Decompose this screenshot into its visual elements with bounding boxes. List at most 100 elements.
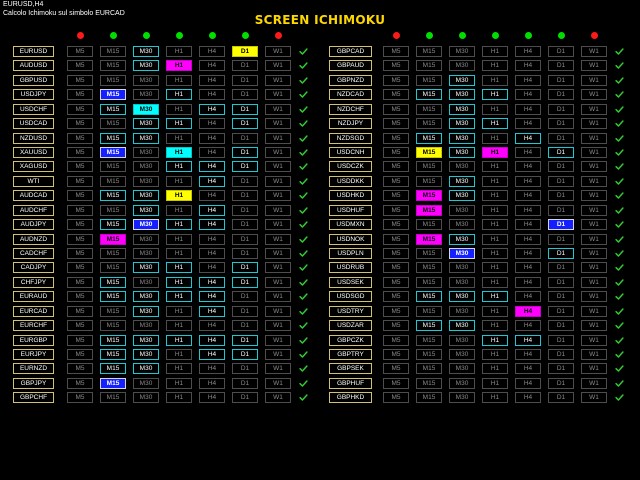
timeframe-cell-h4[interactable]: H4 <box>515 190 541 201</box>
timeframe-cell-m5[interactable]: M5 <box>67 262 93 273</box>
timeframe-cell-h4[interactable]: H4 <box>199 291 225 302</box>
timeframe-cell-d1[interactable]: D1 <box>548 176 574 187</box>
timeframe-cell-h1[interactable]: H1 <box>166 219 192 230</box>
timeframe-cell-h1[interactable]: H1 <box>482 161 508 172</box>
timeframe-cell-h4[interactable]: H4 <box>199 60 225 71</box>
timeframe-cell-m15[interactable]: M15 <box>416 277 442 288</box>
timeframe-cell-m30[interactable]: M30 <box>449 234 475 245</box>
symbol-button-gbpczk[interactable]: GBPCZK <box>329 335 372 346</box>
symbol-button-audjpy[interactable]: AUDJPY <box>13 219 54 230</box>
timeframe-cell-w1[interactable]: W1 <box>265 277 291 288</box>
timeframe-cell-m30[interactable]: M30 <box>449 205 475 216</box>
timeframe-cell-d1[interactable]: D1 <box>232 234 258 245</box>
timeframe-cell-m30[interactable]: M30 <box>449 133 475 144</box>
timeframe-cell-m30[interactable]: M30 <box>449 75 475 86</box>
symbol-button-usdchf[interactable]: USDCHF <box>13 104 54 115</box>
timeframe-cell-w1[interactable]: W1 <box>581 248 607 259</box>
timeframe-cell-m30[interactable]: M30 <box>449 176 475 187</box>
symbol-button-nzdchf[interactable]: NZDCHF <box>329 104 372 115</box>
symbol-button-usdcad[interactable]: USDCAD <box>13 118 54 129</box>
timeframe-cell-d1[interactable]: D1 <box>548 306 574 317</box>
timeframe-cell-w1[interactable]: W1 <box>265 147 291 158</box>
timeframe-cell-h4[interactable]: H4 <box>199 248 225 259</box>
timeframe-cell-h1[interactable]: H1 <box>482 118 508 129</box>
timeframe-cell-w1[interactable]: W1 <box>581 60 607 71</box>
timeframe-cell-w1[interactable]: W1 <box>581 392 607 403</box>
symbol-button-gbpusd[interactable]: GBPUSD <box>13 75 54 86</box>
timeframe-cell-m5[interactable]: M5 <box>383 60 409 71</box>
symbol-button-audnzd[interactable]: AUDNZD <box>13 234 54 245</box>
timeframe-cell-d1[interactable]: D1 <box>548 378 574 389</box>
timeframe-cell-m30[interactable]: M30 <box>449 262 475 273</box>
timeframe-cell-h4[interactable]: H4 <box>515 161 541 172</box>
timeframe-cell-m15[interactable]: M15 <box>100 118 126 129</box>
timeframe-cell-m15[interactable]: M15 <box>100 104 126 115</box>
timeframe-cell-m5[interactable]: M5 <box>383 161 409 172</box>
timeframe-cell-m5[interactable]: M5 <box>67 161 93 172</box>
timeframe-cell-m30[interactable]: M30 <box>449 104 475 115</box>
timeframe-cell-d1[interactable]: D1 <box>548 392 574 403</box>
timeframe-cell-m5[interactable]: M5 <box>383 118 409 129</box>
timeframe-cell-m15[interactable]: M15 <box>416 320 442 331</box>
timeframe-cell-m30[interactable]: M30 <box>449 118 475 129</box>
timeframe-cell-h4[interactable]: H4 <box>515 89 541 100</box>
timeframe-cell-h4[interactable]: H4 <box>199 46 225 57</box>
timeframe-cell-m30[interactable]: M30 <box>133 248 159 259</box>
timeframe-cell-h1[interactable]: H1 <box>166 60 192 71</box>
timeframe-cell-w1[interactable]: W1 <box>265 46 291 57</box>
symbol-button-usdrub[interactable]: USDRUB <box>329 262 372 273</box>
timeframe-cell-h1[interactable]: H1 <box>482 378 508 389</box>
timeframe-cell-h1[interactable]: H1 <box>482 262 508 273</box>
symbol-button-nzdsgd[interactable]: NZDSGD <box>329 133 372 144</box>
timeframe-cell-d1[interactable]: D1 <box>232 60 258 71</box>
timeframe-cell-w1[interactable]: W1 <box>581 234 607 245</box>
timeframe-cell-m5[interactable]: M5 <box>383 133 409 144</box>
timeframe-cell-h4[interactable]: H4 <box>515 176 541 187</box>
timeframe-cell-w1[interactable]: W1 <box>581 277 607 288</box>
timeframe-cell-m30[interactable]: M30 <box>133 378 159 389</box>
timeframe-cell-m30[interactable]: M30 <box>449 320 475 331</box>
timeframe-cell-d1[interactable]: D1 <box>548 277 574 288</box>
symbol-button-gbpnzd[interactable]: GBPNZD <box>329 75 372 86</box>
timeframe-cell-m5[interactable]: M5 <box>383 378 409 389</box>
timeframe-cell-h4[interactable]: H4 <box>199 219 225 230</box>
timeframe-cell-m15[interactable]: M15 <box>416 147 442 158</box>
symbol-button-nzdjpy[interactable]: NZDJPY <box>329 118 372 129</box>
timeframe-cell-m5[interactable]: M5 <box>383 89 409 100</box>
symbol-button-eurgbp[interactable]: EURGBP <box>13 335 54 346</box>
timeframe-cell-h4[interactable]: H4 <box>199 262 225 273</box>
timeframe-cell-h4[interactable]: H4 <box>199 161 225 172</box>
timeframe-cell-m5[interactable]: M5 <box>383 219 409 230</box>
timeframe-cell-d1[interactable]: D1 <box>548 190 574 201</box>
timeframe-cell-m30[interactable]: M30 <box>133 219 159 230</box>
timeframe-cell-h4[interactable]: H4 <box>515 335 541 346</box>
timeframe-cell-d1[interactable]: D1 <box>548 219 574 230</box>
timeframe-cell-m5[interactable]: M5 <box>67 205 93 216</box>
timeframe-cell-h4[interactable]: H4 <box>515 104 541 115</box>
timeframe-cell-m15[interactable]: M15 <box>416 306 442 317</box>
timeframe-cell-h1[interactable]: H1 <box>166 335 192 346</box>
timeframe-cell-m15[interactable]: M15 <box>100 205 126 216</box>
timeframe-cell-h4[interactable]: H4 <box>199 349 225 360</box>
timeframe-cell-m30[interactable]: M30 <box>133 234 159 245</box>
timeframe-cell-h1[interactable]: H1 <box>482 205 508 216</box>
timeframe-cell-h1[interactable]: H1 <box>482 133 508 144</box>
timeframe-cell-m15[interactable]: M15 <box>416 60 442 71</box>
timeframe-cell-w1[interactable]: W1 <box>265 104 291 115</box>
symbol-button-usdzar[interactable]: USDZAR <box>329 320 372 331</box>
timeframe-cell-m5[interactable]: M5 <box>67 118 93 129</box>
timeframe-cell-h4[interactable]: H4 <box>515 147 541 158</box>
timeframe-cell-d1[interactable]: D1 <box>232 262 258 273</box>
timeframe-cell-m15[interactable]: M15 <box>100 190 126 201</box>
symbol-button-usdczk[interactable]: USDCZK <box>329 161 372 172</box>
timeframe-cell-d1[interactable]: D1 <box>548 60 574 71</box>
timeframe-cell-m5[interactable]: M5 <box>67 104 93 115</box>
symbol-button-usdsek[interactable]: USDSEK <box>329 277 372 288</box>
timeframe-cell-h4[interactable]: H4 <box>515 133 541 144</box>
timeframe-cell-m30[interactable]: M30 <box>133 306 159 317</box>
timeframe-cell-h4[interactable]: H4 <box>515 291 541 302</box>
timeframe-cell-h4[interactable]: H4 <box>515 75 541 86</box>
timeframe-cell-h1[interactable]: H1 <box>166 161 192 172</box>
timeframe-cell-d1[interactable]: D1 <box>548 205 574 216</box>
symbol-button-eurjpy[interactable]: EURJPY <box>13 349 54 360</box>
